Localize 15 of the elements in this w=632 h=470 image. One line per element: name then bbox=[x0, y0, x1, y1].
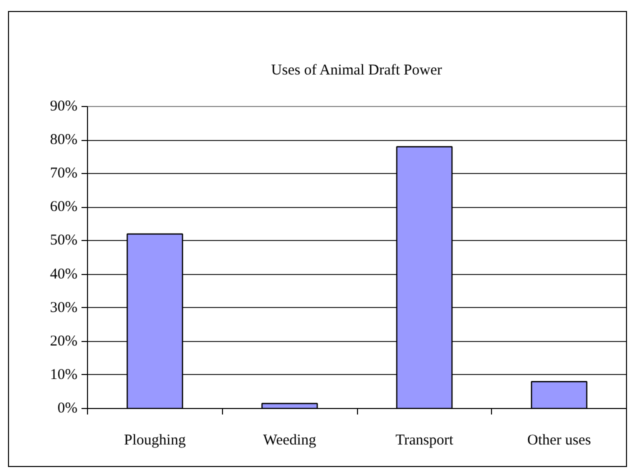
y-tick-label: 20% bbox=[50, 333, 78, 350]
y-tick-label: 50% bbox=[50, 232, 78, 249]
x-tick-label: Weeding bbox=[263, 432, 317, 448]
chart-title: Uses of Animal Draft Power bbox=[271, 62, 442, 78]
y-tick-label: 70% bbox=[50, 166, 78, 182]
y-tick-label: 80% bbox=[50, 132, 78, 148]
x-tick-label: Transport bbox=[395, 432, 454, 448]
x-tick-label: Other uses bbox=[527, 432, 592, 448]
y-tick-label: 0% bbox=[58, 400, 78, 416]
y-tick-label: 10% bbox=[50, 366, 78, 383]
y-tick-label: 90% bbox=[50, 98, 78, 114]
y-tick-label: 30% bbox=[50, 300, 78, 316]
y-tick-label: 60% bbox=[50, 199, 78, 216]
x-tick-label: Ploughing bbox=[124, 432, 186, 448]
y-tick-label: 40% bbox=[50, 266, 78, 282]
